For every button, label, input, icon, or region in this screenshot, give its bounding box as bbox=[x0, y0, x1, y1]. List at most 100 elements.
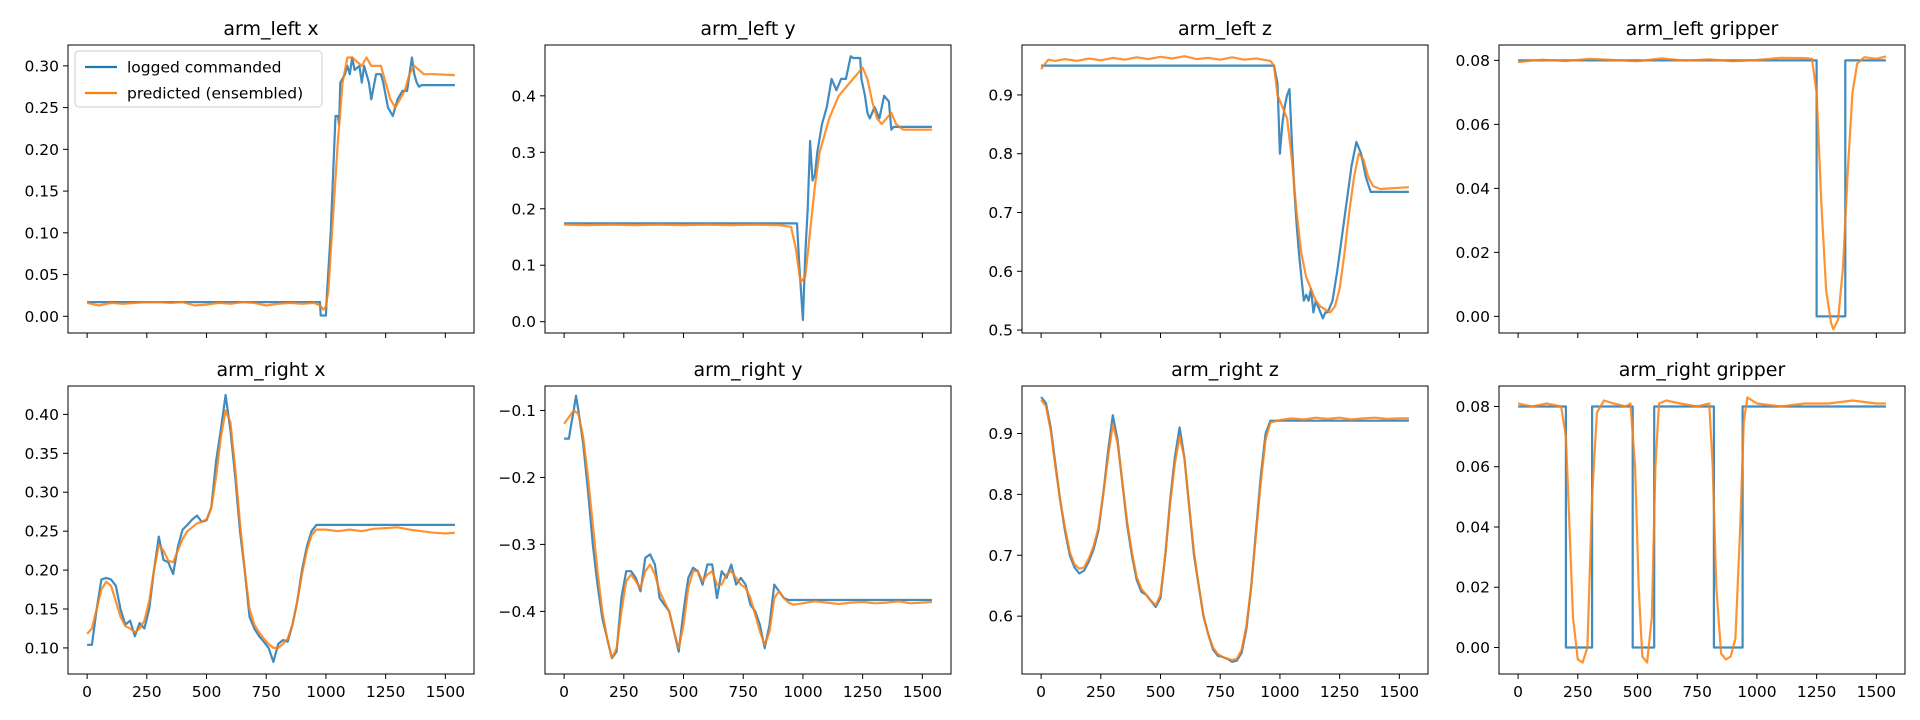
series-line-logged-commanded bbox=[564, 394, 932, 660]
series-group bbox=[86, 393, 455, 664]
subplot-4: arm_left gripper 0.00 0.02 0.04 0.06 0.08 bbox=[1455, 18, 1906, 338]
x-tick-label: 250 bbox=[1563, 683, 1593, 701]
plot-title: arm_left z bbox=[1178, 18, 1272, 40]
x-tick-label: 250 bbox=[132, 683, 162, 701]
y-tick-label: 0.08 bbox=[1455, 52, 1490, 70]
plot-title: arm_left gripper bbox=[1626, 18, 1779, 40]
y-tick-label: 0.7 bbox=[988, 547, 1013, 565]
y-tick-label: 0.20 bbox=[24, 141, 59, 159]
legend-box bbox=[74, 50, 323, 108]
x-tick-label: 1500 bbox=[1380, 683, 1419, 701]
y-tick-label: 0.25 bbox=[24, 523, 59, 541]
plot-frame bbox=[67, 385, 475, 675]
plot-title: arm_left y bbox=[700, 18, 795, 40]
series-group bbox=[1517, 396, 1886, 664]
x-tick-label: 1250 bbox=[1797, 683, 1836, 701]
y-tick-label: 0.00 bbox=[1455, 308, 1490, 326]
y-tick-label: 0.04 bbox=[1455, 180, 1490, 198]
series-line-predicted-ensembled bbox=[86, 409, 455, 650]
x-tick-label: 0 bbox=[559, 683, 569, 701]
series-line-predicted-ensembled bbox=[1040, 55, 1409, 314]
series-group bbox=[86, 56, 455, 317]
y-tick-label: −0.4 bbox=[498, 603, 536, 621]
series-line-logged-commanded bbox=[1518, 59, 1886, 318]
series-line-predicted-ensembled bbox=[1040, 399, 1409, 662]
plot-frame bbox=[1021, 44, 1429, 334]
series-group bbox=[563, 394, 932, 660]
y-tick-label: −0.2 bbox=[498, 469, 536, 487]
y-tick-label: 0.8 bbox=[988, 145, 1013, 163]
y-tick-label: 0.10 bbox=[24, 224, 59, 242]
x-tick-label: 1000 bbox=[306, 683, 345, 701]
x-tick-label: 1250 bbox=[843, 683, 882, 701]
y-tick-label: 0.1 bbox=[511, 257, 536, 275]
y-tick-label: 0.9 bbox=[988, 425, 1013, 443]
series-line-logged-commanded bbox=[1518, 405, 1886, 649]
y-tick-label: 0.00 bbox=[1455, 639, 1490, 657]
y-tick-label: 0.02 bbox=[1455, 244, 1490, 262]
y-tick-label: 0.10 bbox=[24, 639, 59, 657]
x-tick-label: 750 bbox=[251, 683, 281, 701]
plot-frame bbox=[67, 44, 475, 334]
y-tick-label: 0.20 bbox=[24, 562, 59, 580]
legend-label: predicted (ensembled) bbox=[127, 85, 303, 103]
subplot-1: arm_left x 0.00 0.05 0.10 0.15 0.20 0.25 0.30 lo… bbox=[24, 18, 475, 338]
series-group bbox=[1517, 55, 1887, 331]
series-line-predicted-ensembled bbox=[1517, 396, 1886, 664]
x-tick-label: 1000 bbox=[1260, 683, 1299, 701]
y-tick-label: 0.4 bbox=[511, 87, 536, 105]
y-tick-label: 0.5 bbox=[988, 322, 1013, 340]
y-tick-label: −0.3 bbox=[498, 536, 536, 554]
y-tick-label: 0.6 bbox=[988, 263, 1013, 281]
x-tick-label: 1000 bbox=[783, 683, 822, 701]
subplot-3: arm_left z 0.5 0.6 0.7 0.8 0.9 bbox=[988, 18, 1429, 340]
plot-frame bbox=[1498, 385, 1906, 675]
y-tick-label: −0.1 bbox=[498, 402, 536, 420]
series-line-logged-commanded bbox=[1041, 64, 1409, 320]
y-tick-label: 0.35 bbox=[24, 445, 59, 463]
y-tick-label: 0.06 bbox=[1455, 458, 1490, 476]
x-tick-label: 1500 bbox=[426, 683, 465, 701]
legend-label: logged commanded bbox=[127, 59, 282, 77]
x-tick-label: 1500 bbox=[1857, 683, 1896, 701]
y-tick-label: 0.04 bbox=[1455, 518, 1490, 536]
x-tick-label: 500 bbox=[1623, 683, 1653, 701]
plot-frame bbox=[544, 385, 952, 675]
y-tick-label: 0.15 bbox=[24, 183, 59, 201]
plot-title: arm_right gripper bbox=[1619, 359, 1786, 381]
x-tick-label: 500 bbox=[192, 683, 222, 701]
x-tick-label: 1000 bbox=[1737, 683, 1776, 701]
plot-title: arm_right z bbox=[1171, 359, 1279, 381]
x-tick-label: 1250 bbox=[1320, 683, 1359, 701]
plot-frame bbox=[1498, 44, 1906, 334]
series-line-predicted-ensembled bbox=[86, 56, 455, 311]
series-line-logged-commanded bbox=[1040, 396, 1409, 663]
legend: logged commanded predicted (ensembled) bbox=[74, 50, 323, 108]
x-tick-label: 0 bbox=[1513, 683, 1523, 701]
x-tick-label: 500 bbox=[1146, 683, 1176, 701]
y-tick-label: 0.08 bbox=[1455, 398, 1490, 416]
x-tick-label: 500 bbox=[669, 683, 699, 701]
y-tick-label: 0.15 bbox=[24, 601, 59, 619]
x-tick-label: 1250 bbox=[366, 683, 405, 701]
y-tick-label: 0.30 bbox=[24, 57, 59, 75]
y-tick-label: 0.3 bbox=[511, 144, 536, 162]
y-tick-label: 0.05 bbox=[24, 266, 59, 284]
x-tick-label: 750 bbox=[728, 683, 758, 701]
x-tick-label: 0 bbox=[82, 683, 92, 701]
x-tick-label: 1500 bbox=[903, 683, 942, 701]
subplot-8: arm_right gripper 0 250 500 750 1000 1250 1500 0… bbox=[1455, 359, 1906, 701]
series-line-logged-commanded bbox=[87, 56, 455, 317]
y-tick-label: 0.6 bbox=[988, 608, 1013, 626]
plot-title: arm_right y bbox=[693, 359, 802, 381]
subplot-2: arm_left y 0.0 0.1 0.2 0.3 0.4 bbox=[511, 18, 952, 338]
x-tick-label: 0 bbox=[1036, 683, 1046, 701]
plot-title: arm_left x bbox=[223, 18, 318, 40]
x-tick-label: 750 bbox=[1205, 683, 1235, 701]
subplot-5: arm_right x 0 250 500 750 1000 1250 1500 0.10 0.1… bbox=[24, 359, 475, 701]
y-tick-label: 0.0 bbox=[511, 313, 536, 331]
y-tick-label: 0.9 bbox=[988, 86, 1013, 104]
series-group bbox=[1040, 396, 1409, 663]
series-line-logged-commanded bbox=[564, 55, 932, 322]
